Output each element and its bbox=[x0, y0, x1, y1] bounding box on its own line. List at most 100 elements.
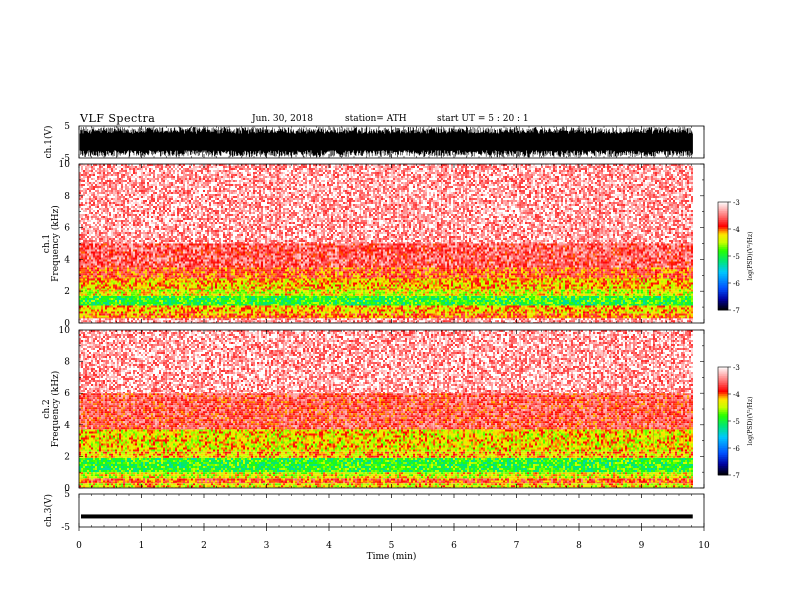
colorbar-tick-label: -6 bbox=[733, 445, 740, 453]
spectrogram-ch1-streak bbox=[570, 164, 571, 283]
colorbar-tick-label: -7 bbox=[733, 307, 740, 315]
spectrogram-ch1-streak bbox=[588, 164, 589, 283]
spectrogram-ch1-streak bbox=[463, 164, 464, 283]
spectrogram-ch2-streak bbox=[448, 330, 449, 449]
y-tick-label: 5 bbox=[64, 122, 70, 132]
colorbar-tick-label: -6 bbox=[733, 280, 740, 288]
spectrogram-ch2-streak bbox=[166, 330, 167, 449]
x-tick-label: 2 bbox=[201, 541, 207, 551]
spectrogram-ch1-streak bbox=[599, 164, 600, 283]
spectrogram-ch1-streak bbox=[644, 164, 645, 283]
spectrogram-ch2-streak bbox=[106, 330, 107, 449]
colorbar-tick-label: -4 bbox=[733, 391, 740, 399]
spectrogram-ch1-streak bbox=[378, 164, 379, 283]
x-tick-label: 9 bbox=[639, 541, 645, 551]
y-tick-label: 5 bbox=[64, 490, 70, 500]
spectrogram-ch2-streak bbox=[683, 330, 684, 449]
spectrogram-ch1-streak bbox=[624, 164, 625, 283]
colorbar-ch2-label: log(PSD)(V²/Hz) bbox=[747, 397, 754, 446]
spectrogram-ch2-streak bbox=[474, 330, 475, 449]
waveform-ch3-ylabel: ch.3(V) bbox=[43, 494, 54, 527]
waveform-ch1-ylabel: ch.1(V) bbox=[43, 126, 54, 159]
waveform-ch3-trace bbox=[81, 514, 693, 518]
y-tick-label: 10 bbox=[59, 326, 71, 336]
spectrogram-ch2-streak bbox=[463, 330, 464, 449]
spectrogram-ch2-streak bbox=[434, 330, 435, 449]
x-tick-label: 1 bbox=[139, 541, 145, 551]
spectrogram-ch1-streak bbox=[437, 164, 438, 283]
spectrogram-ch2-streak bbox=[333, 330, 334, 449]
waveform-ch1-trace bbox=[80, 127, 693, 157]
spectrogram-ch1-streak bbox=[229, 164, 230, 283]
waveform-ch1-panel bbox=[79, 126, 704, 158]
spectrogram-ch1-streak bbox=[277, 164, 278, 283]
spectrogram-ch1-panel bbox=[79, 164, 704, 323]
spectrogram-ch2-streak bbox=[615, 330, 616, 449]
colorbar-tick-label: -5 bbox=[733, 253, 740, 261]
spectrogram-ch2-streak bbox=[551, 330, 552, 449]
y-tick-label: 10 bbox=[59, 160, 71, 170]
x-tick-label: 7 bbox=[514, 541, 520, 551]
spectrogram-ch1-streak bbox=[399, 164, 400, 283]
spectrogram-ch1-streak bbox=[682, 164, 683, 283]
x-axis-label: Time (min) bbox=[367, 551, 417, 562]
colorbar-tick-label: -5 bbox=[733, 418, 740, 426]
y-tick-label: 2 bbox=[64, 287, 70, 297]
x-tick-label: 5 bbox=[389, 541, 395, 551]
y-tick-label: 4 bbox=[64, 255, 70, 265]
colorbar-ch1-label: log(PSD)(V²/Hz) bbox=[747, 232, 754, 281]
colorbar-tick-label: -3 bbox=[733, 364, 740, 372]
x-tick-label: 4 bbox=[326, 541, 332, 551]
spectrogram-ch2-streak bbox=[671, 330, 672, 449]
colorbar-tick-label: -4 bbox=[733, 226, 740, 234]
y-tick-label: 6 bbox=[64, 389, 70, 399]
spectrogram-ch1-streak bbox=[602, 164, 603, 283]
spectrogram-ch1-streak bbox=[609, 164, 610, 283]
x-tick-label: 10 bbox=[698, 541, 710, 551]
y-tick-label: 8 bbox=[64, 358, 70, 368]
x-tick-label: 3 bbox=[264, 541, 270, 551]
spectrogram-ch2-streak bbox=[653, 330, 654, 449]
spectrogram-ch2-panel bbox=[79, 330, 704, 488]
spectrogram-ch2-streak bbox=[99, 330, 100, 449]
x-tick-label: 8 bbox=[576, 541, 582, 551]
y-tick-label: 2 bbox=[64, 452, 70, 462]
spectrogram-ch1-streak bbox=[441, 164, 442, 283]
spectrogram-ch2-streak bbox=[117, 330, 118, 449]
colorbar-ch2: -3 -4 -5 -6 -7 log(PSD)(V²/Hz) bbox=[718, 364, 754, 480]
spectrogram-ch2-streak bbox=[589, 330, 590, 449]
x-tick-label: 0 bbox=[76, 541, 82, 551]
spectrogram-ch1-ylabel: Frequency (kHz) bbox=[50, 205, 61, 282]
spectrogram-ch2-streak bbox=[603, 330, 604, 449]
spectrogram-ch2-streak bbox=[277, 330, 278, 449]
colorbar-tick-label: -7 bbox=[733, 472, 740, 480]
spectrogram-ch1-streak bbox=[270, 164, 271, 283]
spectrogram-ch1-streak bbox=[466, 164, 467, 283]
spectrogram-ch1-streak bbox=[279, 164, 280, 283]
spectrogram-ch1-streak bbox=[407, 164, 408, 283]
spectrogram-ch2-ylabel: Frequency (kHz) bbox=[50, 371, 61, 448]
spectrogram-ch2-streak bbox=[472, 330, 473, 449]
colorbar-tick-label: -3 bbox=[733, 199, 740, 207]
spectrogram-ch2-streak bbox=[625, 330, 626, 449]
spectrogram-ch1-streak bbox=[347, 164, 348, 283]
waveform-ch3-frame bbox=[79, 494, 704, 527]
spectrogram-ch2-streak bbox=[283, 330, 284, 449]
y-tick-label: 6 bbox=[64, 224, 70, 234]
spectrogram-ch1-streak bbox=[351, 164, 352, 283]
spectrogram-ch2-streak bbox=[673, 330, 674, 449]
y-tick-label: 8 bbox=[64, 192, 70, 202]
y-tick-label: 4 bbox=[64, 421, 70, 431]
y-tick-label: -5 bbox=[61, 523, 70, 533]
colorbar-ch1: -3 -4 -5 -6 -7 log(PSD)(V²/Hz) bbox=[718, 199, 754, 315]
spectrogram-ch1-streak bbox=[316, 164, 317, 283]
spectrogram-ch2-streak bbox=[305, 330, 306, 449]
x-tick-label: 6 bbox=[451, 541, 457, 551]
spectrogram-ch1-streak bbox=[520, 164, 521, 283]
spectrogram-ch1-streak bbox=[360, 164, 361, 283]
spectrogram-ch1-streak bbox=[107, 164, 108, 283]
spectrogram-ch2-streak bbox=[610, 330, 611, 449]
spectrogram-ch2-streak bbox=[659, 330, 660, 449]
spectrogram-ch1-streak bbox=[260, 164, 261, 283]
